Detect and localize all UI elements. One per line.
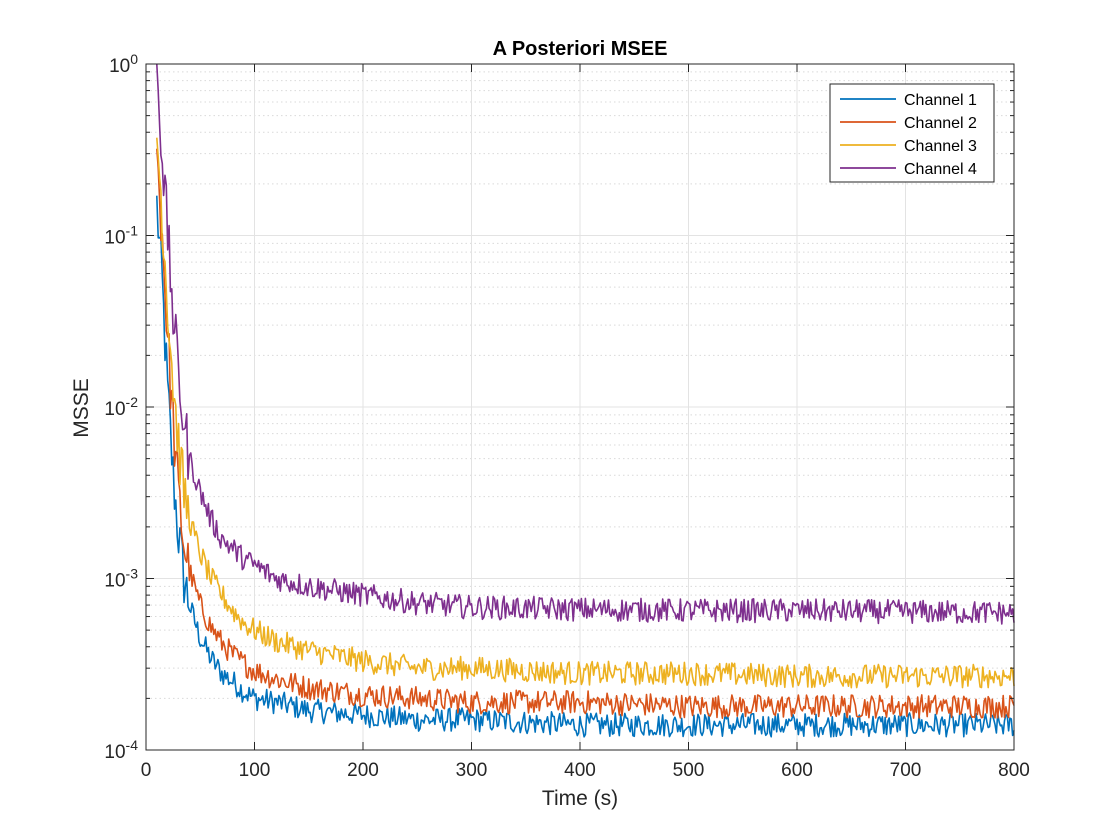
- y-tick-label: 100: [109, 51, 138, 77]
- y-tick-label-base: 10: [104, 228, 125, 249]
- legend-label-channel-1: Channel 1: [904, 92, 977, 109]
- x-tick-label: 400: [564, 760, 596, 781]
- chart-title: A Posteriori MSEE: [493, 38, 668, 60]
- series-line-channel-1: [156, 195, 1015, 738]
- y-axis-title: MSSE: [70, 378, 93, 438]
- y-tick-label-exponent: -2: [126, 394, 139, 410]
- x-tick-label: 200: [347, 760, 379, 781]
- x-axis-title: Time (s): [542, 787, 618, 810]
- x-tick-label: 800: [998, 760, 1030, 781]
- y-tick-label-exponent: -3: [126, 566, 139, 582]
- y-tick-label-base: 10: [104, 399, 125, 420]
- legend-label-channel-2: Channel 2: [904, 115, 977, 132]
- y-tick-label: 10-1: [104, 223, 138, 249]
- y-tick-label-exponent: -4: [126, 737, 139, 753]
- y-tick-label-base: 10: [104, 742, 125, 763]
- series-line-channel-2: [156, 148, 1015, 720]
- x-tick-label: 500: [673, 760, 705, 781]
- x-tick-labels: 0 100 200 300 400 500 600 700 800: [141, 760, 1030, 781]
- y-tick-label: 10-3: [104, 566, 138, 592]
- minor-grid: [146, 71, 1014, 699]
- x-tick-label: 600: [781, 760, 813, 781]
- legend-label-channel-3: Channel 3: [904, 138, 977, 155]
- y-tick-label: 10-2: [104, 394, 138, 420]
- axis-ticks: [145, 63, 1015, 751]
- series-line-channel-4: [156, 63, 1015, 625]
- x-tick-label: 100: [239, 760, 271, 781]
- y-tick-label-base: 10: [109, 56, 130, 77]
- x-tick-label: 300: [456, 760, 488, 781]
- y-tick-label: 10-4: [104, 737, 138, 763]
- y-tick-label-base: 10: [104, 571, 125, 592]
- x-tick-label: 0: [141, 760, 152, 781]
- legend: Channel 1 Channel 2 Channel 3 Channel 4: [829, 83, 995, 183]
- x-tick-label: 700: [890, 760, 922, 781]
- y-tick-label-exponent: 0: [130, 51, 138, 67]
- series-line-channel-3: [156, 137, 1015, 689]
- legend-label-channel-4: Channel 4: [904, 161, 977, 178]
- legend-box: [829, 83, 995, 183]
- y-tick-label-exponent: -1: [126, 223, 139, 239]
- series-layer: [156, 63, 1015, 738]
